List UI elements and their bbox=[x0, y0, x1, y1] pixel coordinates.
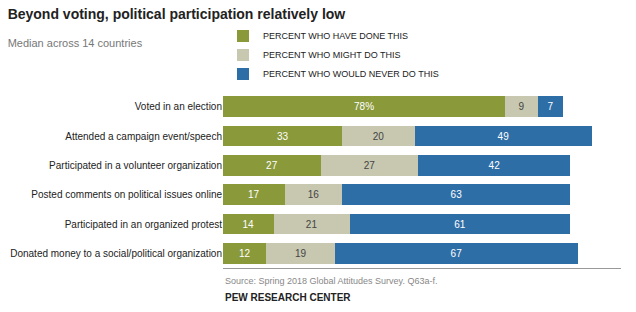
svg-text:49: 49 bbox=[498, 131, 510, 142]
svg-text:Beyond voting, political parti: Beyond voting, political participation r… bbox=[8, 6, 346, 22]
svg-text:67: 67 bbox=[451, 248, 463, 259]
svg-text:Voted in an election: Voted in an election bbox=[135, 101, 222, 112]
svg-text:20: 20 bbox=[373, 131, 385, 142]
svg-text:Posted comments on political i: Posted comments on political issues onli… bbox=[31, 189, 222, 200]
svg-text:Participated in an organized p: Participated in an organized protest bbox=[65, 219, 223, 230]
svg-text:Donated money to a social/poli: Donated money to a social/political orga… bbox=[10, 248, 222, 259]
svg-text:19: 19 bbox=[295, 248, 307, 259]
svg-text:63: 63 bbox=[451, 189, 463, 200]
svg-text:9: 9 bbox=[519, 101, 525, 112]
svg-text:PERCENT WHO MIGHT DO THIS: PERCENT WHO MIGHT DO THIS bbox=[263, 50, 401, 60]
svg-text:27: 27 bbox=[266, 160, 278, 171]
svg-text:PEW RESEARCH CENTER: PEW RESEARCH CENTER bbox=[225, 292, 351, 303]
svg-text:42: 42 bbox=[489, 160, 501, 171]
svg-text:27: 27 bbox=[364, 160, 376, 171]
svg-text:Participated in a volunteer or: Participated in a volunteer organization bbox=[49, 160, 222, 171]
svg-text:21: 21 bbox=[306, 219, 318, 230]
svg-text:7: 7 bbox=[547, 101, 553, 112]
svg-text:16: 16 bbox=[308, 189, 320, 200]
svg-text:17: 17 bbox=[248, 189, 260, 200]
svg-text:Source: Spring 2018 Global Att: Source: Spring 2018 Global Attitudes Sur… bbox=[225, 276, 437, 286]
svg-text:Median across 14 countries: Median across 14 countries bbox=[8, 37, 143, 49]
svg-text:78%: 78% bbox=[354, 101, 374, 112]
svg-text:14: 14 bbox=[243, 219, 255, 230]
svg-text:Attended a campaign event/spee: Attended a campaign event/speech bbox=[65, 131, 222, 142]
svg-text:PERCENT WHO HAVE DONE THIS: PERCENT WHO HAVE DONE THIS bbox=[263, 31, 408, 41]
svg-text:61: 61 bbox=[454, 219, 466, 230]
svg-text:33: 33 bbox=[277, 131, 289, 142]
svg-text:PERCENT WHO WOULD NEVER DO THI: PERCENT WHO WOULD NEVER DO THIS bbox=[263, 69, 439, 79]
svg-text:12: 12 bbox=[239, 248, 251, 259]
